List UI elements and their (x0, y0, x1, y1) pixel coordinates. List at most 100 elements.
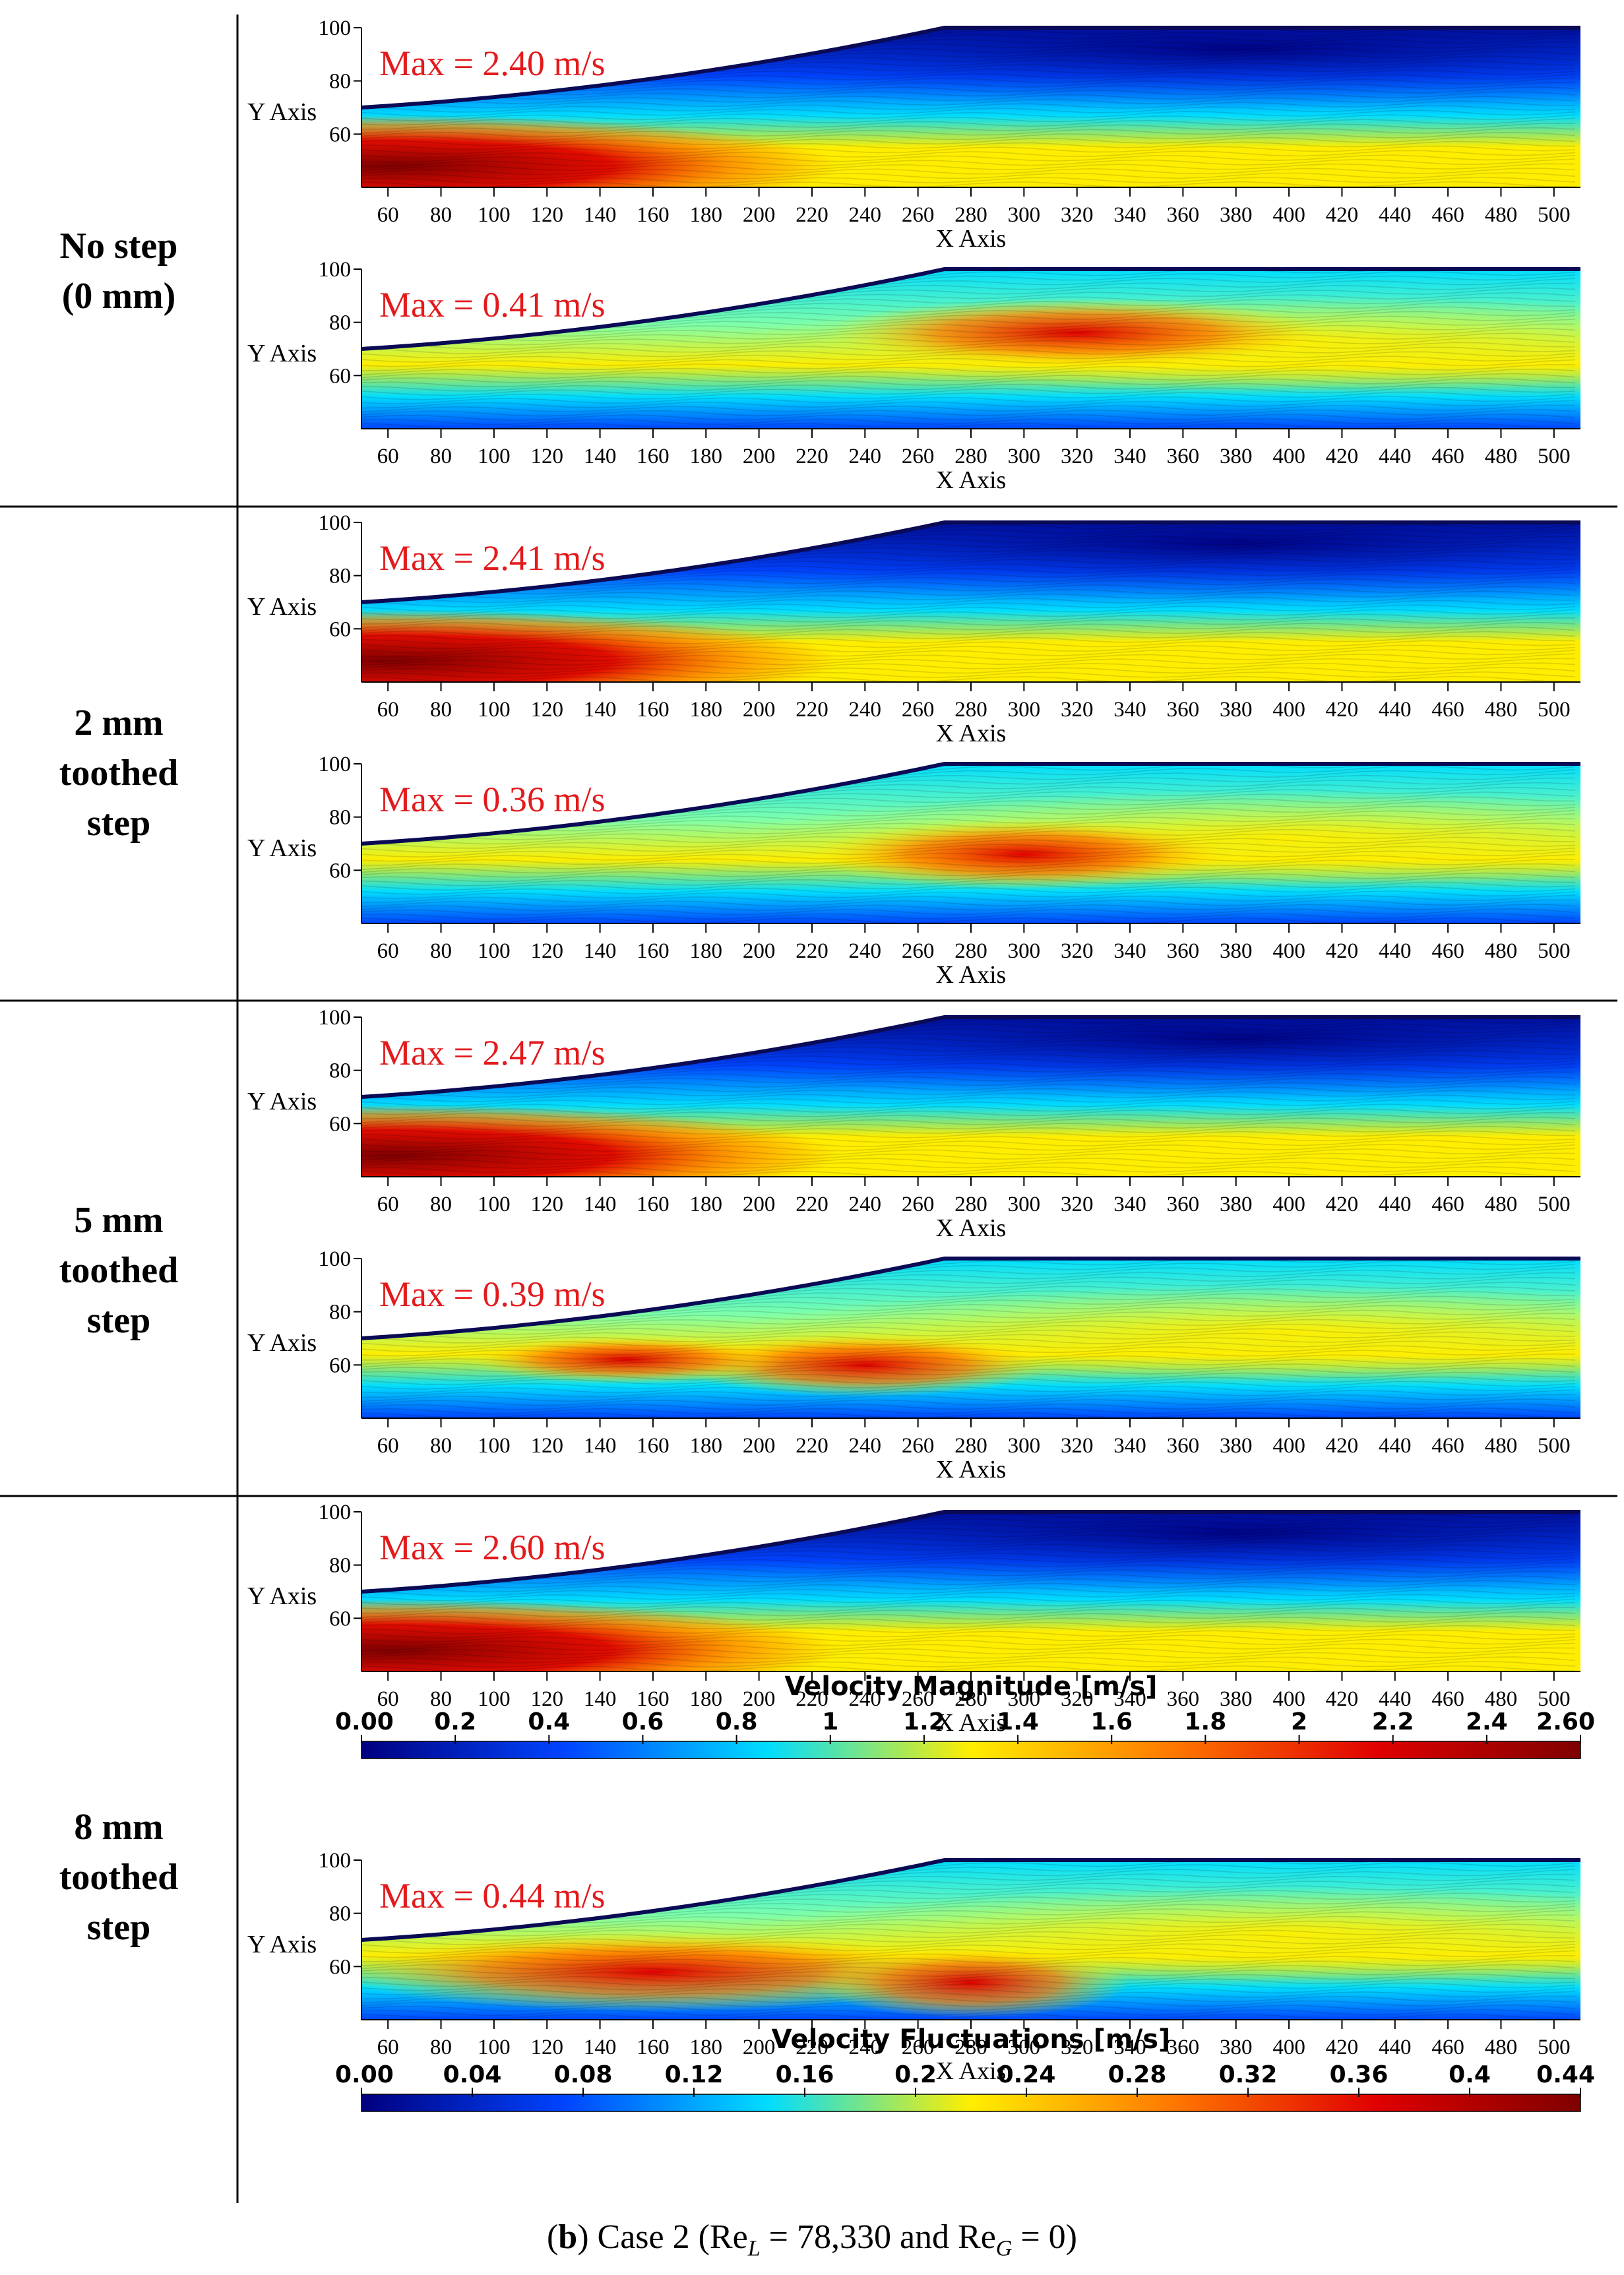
x-tick-label: 80 (430, 1434, 452, 1458)
streamline (361, 1162, 1576, 1169)
x-tick-label: 400 (1272, 203, 1305, 227)
streamline (361, 904, 1576, 912)
streamline (361, 1144, 1576, 1153)
x-tick-label: 340 (1113, 2036, 1146, 2059)
flow-panel: 60 80 100 120 140 160 180 200 220 240 260 280 300 320… (247, 511, 1580, 747)
x-tick-label: 320 (1061, 203, 1094, 227)
streamline (361, 1130, 1576, 1140)
streamline (361, 127, 1576, 138)
streamline (361, 872, 1576, 883)
streamline (361, 409, 1576, 417)
max-annotation: Max = 0.41 m/s (379, 285, 605, 325)
contour-field (361, 28, 1580, 187)
streamline (361, 1331, 1576, 1344)
x-tick-label: 60 (377, 939, 399, 963)
x-tick-label: 60 (377, 1687, 399, 1711)
x-tick-label: 200 (743, 939, 776, 963)
streamline (361, 621, 1576, 633)
x-tick-label: 220 (796, 939, 828, 963)
streamline (361, 581, 1576, 595)
streamline (361, 1107, 1576, 1119)
x-tick-label: 120 (530, 1193, 563, 1216)
colorbar-tick-label: 0.08 (554, 2061, 613, 2088)
x-tick-label: 240 (849, 1687, 882, 1711)
flow-panel: 60 80 100 120 140 160 180 200 220 240 260 280 300 320… (247, 1501, 1580, 1737)
colorbar-tick-label: 1.4 (997, 1708, 1039, 1735)
x-tick-label: 200 (743, 1687, 776, 1711)
x-tick-label: 120 (530, 698, 563, 722)
streamline (361, 863, 1576, 874)
x-tick-label: 500 (1538, 445, 1571, 468)
streamline (361, 131, 1576, 142)
x-tick-label: 120 (530, 203, 563, 227)
streamline (361, 368, 1576, 379)
x-tick-label: 460 (1431, 445, 1464, 468)
x-tick-label: 140 (584, 939, 617, 963)
x-tick-label: 80 (430, 203, 452, 227)
streamline (361, 1385, 1576, 1394)
x-tick-label: 500 (1538, 939, 1571, 963)
x-tick-label: 100 (478, 2036, 511, 2059)
caption-text: ( (546, 2218, 559, 2256)
colorbar-tick-label: 2 (1291, 1708, 1307, 1735)
streamline (361, 1982, 1576, 1991)
flow-panel: 60 80 100 120 140 160 180 200 220 240 260 280 300 320… (247, 753, 1580, 989)
y-tick-label: 100 (319, 16, 352, 40)
row-label-8mm: 8 mm toothed step (0, 1802, 237, 1952)
fluctuation-hotspot (467, 1335, 786, 1384)
streamline (361, 1340, 1576, 1353)
wall-boundary (361, 26, 1580, 109)
streamline (361, 400, 1576, 409)
streamline (361, 100, 1576, 113)
row-label-2mm: 2 mm toothed step (0, 698, 237, 848)
streamline (361, 342, 1576, 354)
x-tick-label: 100 (478, 698, 511, 722)
x-tick-label: 300 (1008, 203, 1041, 227)
streamline (361, 332, 1576, 346)
row-label-line: toothed (59, 1250, 179, 1291)
x-tick-label: 280 (954, 1193, 987, 1216)
colorbar-tick-label: 0.00 (335, 1708, 394, 1735)
y-tick-label: 60 (329, 859, 351, 883)
x-tick-label: 280 (954, 939, 987, 963)
streamline (361, 145, 1576, 155)
x-tick-label: 240 (849, 2036, 882, 2059)
low-velocity-region (547, 522, 1580, 605)
streamline (361, 1121, 1576, 1131)
streamline (361, 2009, 1576, 2016)
x-tick-label: 100 (478, 445, 511, 468)
x-tick-label: 220 (796, 2036, 828, 2059)
colorbar-tick-label: 0.00 (335, 2061, 394, 2088)
y-tick-label: 60 (329, 1354, 351, 1377)
low-velocity-region (547, 28, 1580, 110)
streamline (361, 626, 1576, 637)
contour-field (361, 522, 1580, 682)
x-tick-label: 180 (690, 698, 723, 722)
streamline (361, 662, 1576, 670)
caption-text: = 78,330 and Re (760, 2218, 996, 2256)
streamline (361, 1166, 1576, 1173)
max-annotation: Max = 0.39 m/s (379, 1274, 605, 1314)
streamline (361, 359, 1576, 371)
streamline (361, 881, 1576, 891)
streamline (361, 1598, 1576, 1610)
row-label-line: toothed (59, 753, 179, 794)
jet-core (361, 1104, 839, 1177)
streamline (361, 609, 1576, 621)
streamline (361, 1954, 1576, 1967)
x-tick-label: 360 (1167, 1434, 1200, 1458)
streamline (361, 1995, 1576, 2004)
row-label-line: toothed (59, 1857, 179, 1898)
x-tick-label: 360 (1167, 1687, 1200, 1711)
max-annotation: Max = 2.40 m/s (379, 44, 605, 83)
colorbar-tick-label: 1.6 (1090, 1708, 1133, 1735)
streamline (361, 122, 1576, 135)
x-tick-label: 240 (849, 1434, 882, 1458)
x-tick-label: 480 (1485, 1434, 1518, 1458)
max-annotation: Max = 0.44 m/s (379, 1876, 605, 1916)
streamline (361, 671, 1576, 679)
low-velocity-region (547, 1512, 1580, 1594)
streamline (361, 1326, 1576, 1340)
x-tick-label: 320 (1061, 2036, 1094, 2059)
streamline (361, 836, 1576, 849)
